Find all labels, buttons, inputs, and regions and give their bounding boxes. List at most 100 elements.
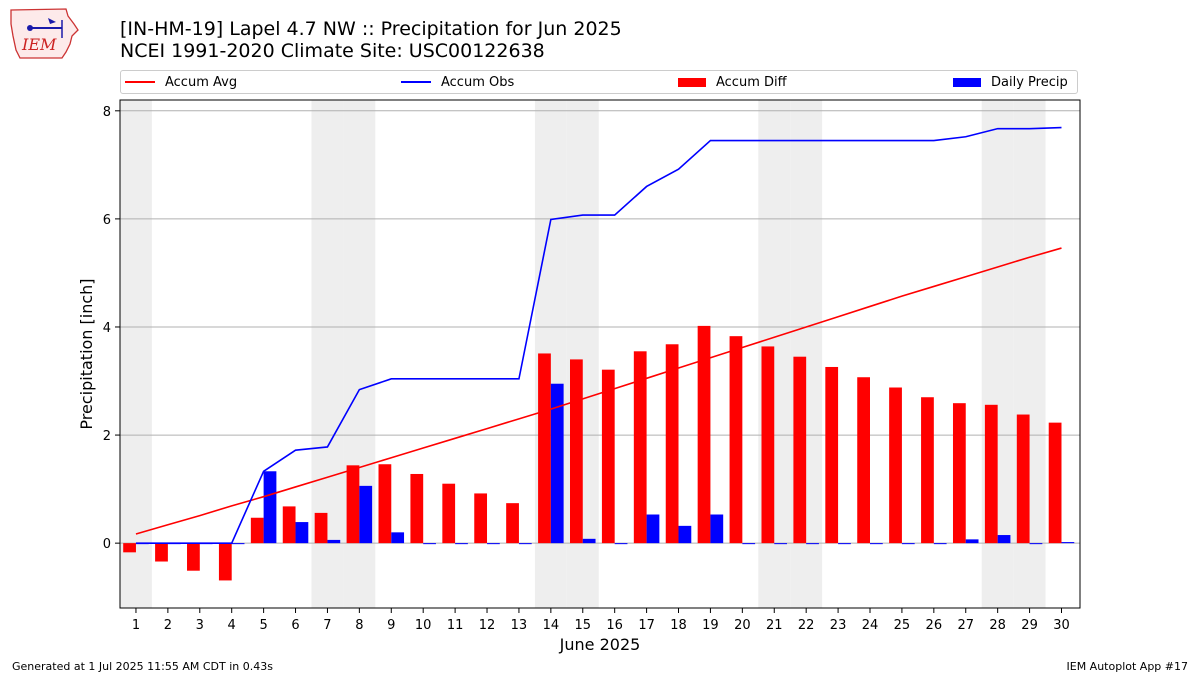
x-tick-label: 11 <box>447 618 464 633</box>
legend-accum-avg: Accum Avg <box>125 71 237 93</box>
legend-accum-obs-swatch <box>401 81 431 83</box>
daily-precip-bar <box>838 543 851 545</box>
x-tick-label: 14 <box>543 618 560 633</box>
x-tick-label: 29 <box>1021 618 1038 633</box>
x-tick-label: 23 <box>830 618 847 633</box>
y-axis-label: Precipitation [inch] <box>77 278 96 429</box>
daily-precip-bar <box>518 543 532 545</box>
x-tick-label: 18 <box>670 618 687 633</box>
accum-diff-bar <box>601 369 615 544</box>
logo-text: IEM <box>21 35 57 54</box>
x-tick-label: 9 <box>387 618 395 633</box>
daily-precip-bar <box>455 543 468 545</box>
accum-diff-bar <box>442 483 456 544</box>
accum-diff-bar <box>346 465 360 544</box>
x-tick-label: 22 <box>798 618 815 633</box>
x-tick-label: 28 <box>989 618 1006 633</box>
y-tick-label: 4 <box>103 321 111 336</box>
y-tick-label: 6 <box>103 213 111 228</box>
legend-accum-diff: Accum Diff <box>678 71 787 93</box>
accum-diff-bar <box>665 344 679 544</box>
accum-diff-bar <box>857 377 870 544</box>
x-tick-label: 4 <box>228 618 236 633</box>
daily-precip-bar <box>710 514 724 544</box>
accum-diff-bar <box>123 543 136 553</box>
daily-precip-bar <box>997 535 1011 544</box>
accum-diff-bar <box>921 397 934 544</box>
accum-diff-bar <box>729 336 743 544</box>
x-tick-label: 17 <box>638 618 655 633</box>
x-tick-label: 6 <box>291 618 299 633</box>
x-tick-label: 15 <box>574 618 591 633</box>
legend: Accum Avg Accum Obs Accum Diff Daily Pre… <box>120 70 1078 94</box>
accum-diff-bar <box>314 512 328 544</box>
daily-precip-bar <box>359 485 373 544</box>
legend-accum-obs: Accum Obs <box>401 71 514 93</box>
daily-precip-bar <box>774 543 788 545</box>
chart-subtitle: NCEI 1991-2020 Climate Site: USC00122638 <box>120 40 545 62</box>
x-tick-label: 8 <box>355 618 363 633</box>
accum-diff-bar <box>633 351 647 544</box>
x-tick-label: 12 <box>479 618 496 633</box>
x-tick-label: 27 <box>957 618 974 633</box>
legend-accum-avg-label: Accum Avg <box>165 74 238 90</box>
accum-diff-bar <box>697 325 711 544</box>
app-label: IEM Autoplot App #17 <box>1066 660 1189 673</box>
legend-daily-precip-swatch <box>953 77 981 87</box>
accum-diff-bar <box>378 464 392 544</box>
legend-accum-diff-swatch <box>678 77 706 87</box>
daily-precip-bar <box>582 538 596 544</box>
weekend-shade <box>120 100 152 608</box>
legend-accum-diff-label: Accum Diff <box>716 74 787 90</box>
daily-precip-bar <box>1061 542 1075 544</box>
x-tick-label: 20 <box>734 618 751 633</box>
x-tick-label: 10 <box>415 618 432 633</box>
accum-diff-bar <box>984 404 998 544</box>
iem-logo: IEM <box>10 8 79 59</box>
accum-diff-bar <box>952 403 966 544</box>
daily-precip-bar <box>231 543 245 545</box>
legend-daily-precip: Daily Precip <box>953 71 1068 93</box>
x-tick-label: 1 <box>132 618 140 633</box>
accum-diff-bar <box>570 359 583 544</box>
daily-precip-bar <box>391 532 405 544</box>
accum-diff-bar <box>218 543 232 581</box>
y-tick-label: 0 <box>103 537 111 552</box>
legend-accum-avg-swatch <box>125 81 155 83</box>
x-tick-label: 16 <box>606 618 623 633</box>
y-tick-label: 8 <box>103 105 111 120</box>
daily-precip-bar <box>678 525 692 544</box>
daily-precip-bar <box>806 543 819 545</box>
daily-precip-bar <box>550 383 564 544</box>
x-tick-label: 5 <box>259 618 267 633</box>
accum-diff-bar <box>889 387 902 544</box>
x-tick-label: 30 <box>1053 618 1070 633</box>
daily-precip-bar <box>423 543 436 545</box>
daily-precip-bar <box>327 539 341 544</box>
generated-timestamp: Generated at 1 Jul 2025 11:55 AM CDT in … <box>12 660 273 673</box>
accum-diff-bar <box>474 493 488 544</box>
accum-diff-bar <box>793 356 807 544</box>
daily-precip-bar <box>1029 543 1043 545</box>
daily-precip-bar <box>614 543 628 545</box>
x-axis-label: June 2025 <box>559 635 641 654</box>
accum-diff-bar <box>506 503 519 544</box>
accum-diff-bar <box>250 517 264 544</box>
accum-avg-line <box>135 247 1062 535</box>
accum-obs-line <box>135 126 1062 544</box>
accum-diff-bar <box>825 366 839 544</box>
accum-diff-bar <box>1048 422 1062 544</box>
chart-title: [IN-HM-19] Lapel 4.7 NW :: Precipitation… <box>120 18 622 40</box>
daily-precip-bar <box>870 543 883 545</box>
daily-precip-bar <box>646 514 660 544</box>
accum-diff-bar <box>155 543 168 562</box>
x-tick-label: 3 <box>196 618 204 633</box>
accum-diff-bar <box>1016 414 1030 544</box>
plot-frame <box>119 99 1081 609</box>
legend-daily-precip-label: Daily Precip <box>991 74 1068 90</box>
legend-accum-obs-label: Accum Obs <box>441 74 515 90</box>
daily-precip-bar <box>742 543 756 545</box>
accum-diff-bar <box>761 346 775 544</box>
x-tick-label: 21 <box>766 618 783 633</box>
